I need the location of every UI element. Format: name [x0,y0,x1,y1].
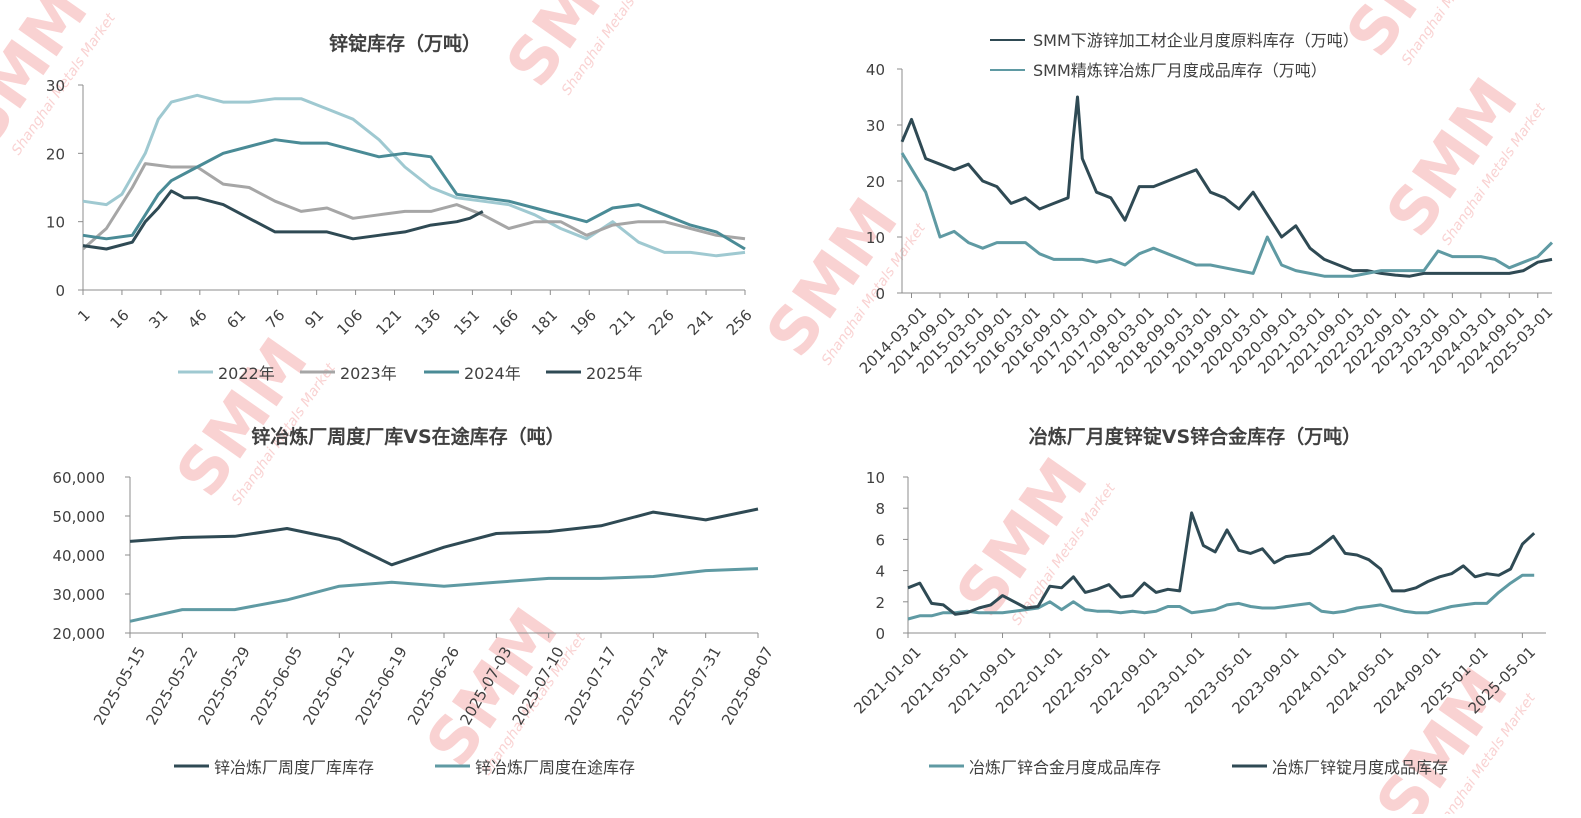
legend-label: 冶炼厂锌合金月度成品库存 [969,758,1161,777]
x-tick-label: 181 [528,306,561,339]
legend-label: SMM下游锌加工材企业月度原料库存（万吨） [1033,31,1359,50]
legend-label: 冶炼厂锌锭月度成品库存 [1272,758,1448,777]
series-line-1 [82,93,746,258]
legend-label: 2022年 [218,364,275,383]
chart-1: 锌锭库存（万吨） 0 10 20 30 1 16 31 46 61 76 91 106 121 136 151… [46,32,756,383]
y-tick-label: 6 [875,531,885,549]
y-tick-label: 20 [46,145,65,163]
x-tick-label: 2025-06-05 [247,644,306,729]
series-line-1 [907,573,1535,621]
x-tick-label: 106 [333,306,366,339]
y-tick-label: 20,000 [53,625,106,643]
x-tick-label: 2025-07-24 [613,644,672,729]
y-tick-label: 50,000 [53,508,106,526]
y-tick-label: 4 [875,563,885,581]
chart-2: 0102030402014-03-012014-09-012015-03-012… [856,31,1557,377]
y-tick-label: 8 [875,500,885,518]
x-tick-label: 2025-05-29 [195,644,254,729]
y-tick-label: 0 [55,282,65,300]
legend-label: SMM精炼锌冶炼厂月度成品库存（万吨） [1033,61,1327,80]
x-tick-label: 2025-06-19 [352,644,411,729]
chart-title: 锌冶炼厂周度厂库VS在途库存（吨） [251,425,564,448]
x-tick-label: 256 [723,306,756,339]
y-tick-label: 40,000 [53,547,106,565]
x-tick-label: 76 [262,306,288,332]
x-tick-label: 136 [411,306,444,339]
series-line-3 [82,138,746,251]
series-line-2 [129,567,759,623]
x-tick-label: 226 [645,306,678,339]
legend-label: 锌冶炼厂周度在途库存 [475,758,635,777]
x-tick-label: 241 [684,306,717,339]
x-tick-label: 2025-05-22 [142,644,201,729]
y-tick-label: 0 [875,625,885,643]
y-tick-label: 10 [46,214,65,232]
y-tick-label: 10 [866,469,885,487]
chart-3: 锌冶炼厂周度厂库VS在途库存（吨） 20,000 30,000 40,000 50,00… [53,425,778,777]
y-tick-label: 0 [875,285,885,303]
chart-title: 冶炼厂月度锌锭VS锌合金库存（万吨） [1029,425,1361,448]
legend-label: 2024年 [464,364,521,383]
y-tick-label: 2 [875,594,885,612]
series-line-2 [82,162,746,251]
x-tick-label: 2025-06-12 [299,644,358,729]
x-tick-label: 91 [301,306,327,332]
x-tick-label: 121 [372,306,405,339]
x-tick-label: 196 [567,306,600,339]
x-tick-label: 2025-08-07 [718,644,777,729]
chart-title: 锌锭库存（万吨） [329,32,481,55]
x-tick-label: 2025-07-31 [666,644,725,729]
legend-label: 2023年 [340,364,397,383]
y-tick-label: 30 [46,77,65,95]
x-tick-label: 16 [106,306,132,332]
y-tick-label: 20 [866,173,885,191]
y-tick-label: 30,000 [53,586,106,604]
series-line-2 [900,152,1554,278]
x-tick-label: 211 [606,306,639,339]
x-tick-label: 2025-05-15 [90,644,149,729]
series-line-2 [907,511,1536,616]
series-line-4 [82,189,484,251]
x-tick-label: 1 [74,306,93,325]
x-tick-label: 31 [145,306,171,332]
y-tick-label: 10 [866,229,885,247]
x-tick-label: 61 [223,306,249,332]
series-line-1 [129,507,759,567]
y-tick-label: 40 [866,61,885,79]
x-tick-label: 151 [450,306,483,339]
y-tick-label: 30 [866,117,885,135]
legend-label: 锌冶炼厂周度厂库库存 [214,758,374,777]
series-line-1 [900,95,1553,278]
x-tick-label: 166 [489,306,522,339]
y-tick-label: 60,000 [53,469,106,487]
legend-label: 2025年 [586,364,643,383]
x-tick-label: 46 [184,306,210,332]
